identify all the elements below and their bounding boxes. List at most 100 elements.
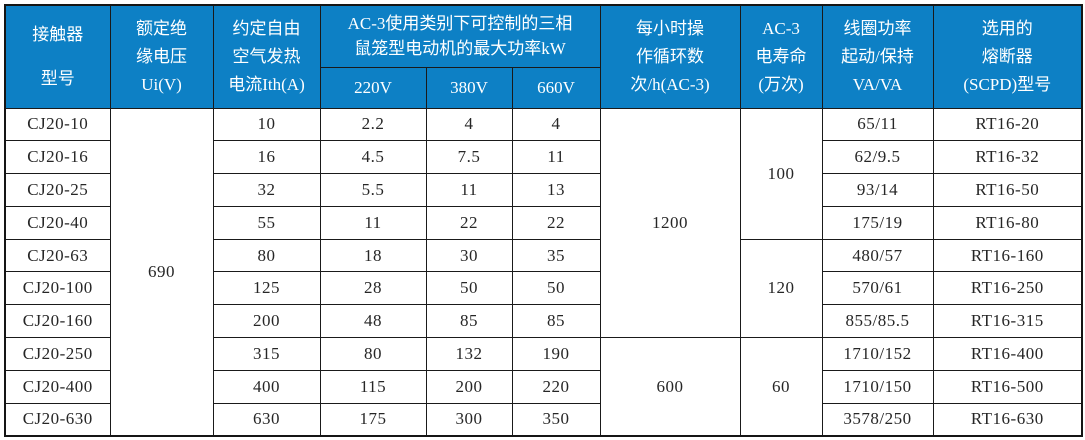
ith-cell: 630 xyxy=(212,402,321,437)
kw660-cell: 13 xyxy=(511,173,601,207)
header-line: 接触器 xyxy=(32,24,84,44)
header-line: 次/h(AC-3) xyxy=(630,74,710,94)
ith-cell: 200 xyxy=(212,304,321,339)
ith-cell: 32 xyxy=(212,173,321,207)
header-line: 缘电压 xyxy=(136,46,187,66)
header-line: 空气发热 xyxy=(232,46,301,66)
fuse-cell: RT16-500 xyxy=(932,369,1083,404)
kw660-cell: 190 xyxy=(511,337,601,371)
header-line: (万次) xyxy=(758,74,804,94)
header-row-top: 接触器 型号 额定绝 缘电压 Ui(V) 约定自由 空气发热 电流Ith(A) … xyxy=(4,4,1083,109)
header-line: 电流Ith(A) xyxy=(228,74,305,94)
life-cell: 120 xyxy=(739,238,823,339)
header-coil-power: 线圈功率 起动/保持 VA/VA xyxy=(821,4,934,109)
header-line: 选用的 xyxy=(981,18,1033,38)
header-line: 线圈功率 xyxy=(843,18,912,38)
table-row: CJ20-10 690 10 2.2 4 4 1200 100 65/11 RT… xyxy=(4,107,1083,437)
table-row: CJ20-630 630 175 300 350 3578/250 RT16-6… xyxy=(4,402,1083,437)
life-cell: 60 xyxy=(739,337,823,437)
fuse-cell: RT16-50 xyxy=(932,173,1083,207)
header-fuse-type: 选用的 熔断器 (SCPD)型号 xyxy=(932,4,1083,109)
kw660-cell: 85 xyxy=(511,304,601,339)
header-line: 熔断器 xyxy=(981,46,1033,66)
ith-cell: 55 xyxy=(212,205,321,240)
kw660-cell: 4 xyxy=(511,107,601,142)
kw220-cell: 48 xyxy=(319,304,427,339)
model-cell: CJ20-10 xyxy=(4,107,111,142)
model-cell: CJ20-100 xyxy=(4,271,111,306)
header-row-sub: 220V 380V 660V xyxy=(5,66,1082,109)
kw660-cell: 11 xyxy=(511,140,601,175)
header-line: AC-3 xyxy=(762,18,800,38)
ith-cell: 315 xyxy=(212,337,321,371)
fuse-cell: RT16-80 xyxy=(932,205,1083,240)
ith-cell: 10 xyxy=(212,107,321,142)
cycles-cell: 1200 xyxy=(599,107,741,339)
header-line: 型号 xyxy=(40,68,75,88)
header-model: 接触器 型号 xyxy=(4,4,111,109)
model-cell: CJ20-63 xyxy=(4,238,111,273)
table-row: CJ20-63 80 18 30 35 120 480/57 RT16-160 xyxy=(4,238,1083,339)
kw380-cell: 132 xyxy=(425,337,513,371)
ith-cell: 400 xyxy=(212,369,321,404)
ith-cell: 125 xyxy=(212,271,321,306)
table-row: CJ20-160 200 48 85 85 855/85.5 RT16-315 xyxy=(4,304,1083,339)
coil-power-cell: 65/11 xyxy=(821,107,934,142)
header-line: 作循环数 xyxy=(636,46,705,66)
header-220v: 220V xyxy=(319,66,427,109)
table-row: CJ20-250 315 80 132 190 600 60 1710/152 … xyxy=(4,337,1083,437)
table-row: CJ20-400 400 115 200 220 1710/150 RT16-5… xyxy=(4,369,1083,404)
ith-cell: 16 xyxy=(212,140,321,175)
header-line: Ui(V) xyxy=(141,74,182,94)
model-cell: CJ20-250 xyxy=(4,337,111,371)
ui-voltage-cell: 690 xyxy=(109,107,214,437)
header-line: (SCPD)型号 xyxy=(963,74,1052,94)
kw220-cell: 11 xyxy=(319,205,427,240)
header-line: 每小时操 xyxy=(636,18,705,38)
table-row: CJ20-25 32 5.5 11 13 93/14 RT16-50 xyxy=(4,173,1083,207)
model-cell: CJ20-630 xyxy=(4,402,111,437)
table-body: CJ20-10 690 10 2.2 4 4 1200 100 65/11 RT… xyxy=(4,107,1083,437)
kw660-cell: 220 xyxy=(511,369,601,404)
header-380v: 380V xyxy=(425,66,513,109)
kw380-cell: 22 xyxy=(425,205,513,240)
kw220-cell: 115 xyxy=(319,369,427,404)
model-cell: CJ20-160 xyxy=(4,304,111,339)
kw220-cell: 4.5 xyxy=(319,140,427,175)
kw380-cell: 50 xyxy=(425,271,513,306)
header-insulation-voltage: 额定绝 缘电压 Ui(V) xyxy=(109,4,214,109)
header-line: VA/VA xyxy=(852,74,903,94)
coil-power-cell: 480/57 xyxy=(821,238,934,273)
coil-power-cell: 93/14 xyxy=(821,173,934,207)
header-line: AC-3使用类别下可控制的三相 xyxy=(347,14,573,34)
kw220-cell: 2.2 xyxy=(319,107,427,142)
kw220-cell: 18 xyxy=(319,238,427,273)
kw220-cell: 175 xyxy=(319,402,427,437)
model-cell: CJ20-400 xyxy=(4,369,111,404)
coil-power-cell: 3578/250 xyxy=(821,402,934,437)
header-660v: 660V xyxy=(511,66,601,109)
fuse-cell: RT16-630 xyxy=(932,402,1083,437)
fuse-cell: RT16-400 xyxy=(932,337,1083,371)
cycles-cell: 600 xyxy=(599,337,741,437)
model-cell: CJ20-25 xyxy=(4,173,111,207)
model-cell: CJ20-16 xyxy=(4,140,111,175)
kw220-cell: 5.5 xyxy=(319,173,427,207)
header-line: 约定自由 xyxy=(232,18,301,38)
kw380-cell: 7.5 xyxy=(425,140,513,175)
table-row: CJ20-16 16 4.5 7.5 11 62/9.5 RT16-32 xyxy=(4,140,1083,175)
header-thermal-current: 约定自由 空气发热 电流Ith(A) xyxy=(212,4,321,109)
table-row: CJ20-100 125 28 50 50 570/61 RT16-250 xyxy=(4,271,1083,306)
kw380-cell: 85 xyxy=(425,304,513,339)
kw660-cell: 50 xyxy=(511,271,601,306)
coil-power-cell: 570/61 xyxy=(821,271,934,306)
contactor-spec-table: 接触器 型号 额定绝 缘电压 Ui(V) 约定自由 空气发热 电流Ith(A) … xyxy=(4,4,1084,437)
header-line: 电寿命 xyxy=(755,46,807,66)
kw380-cell: 30 xyxy=(425,238,513,273)
kw660-cell: 35 xyxy=(511,238,601,273)
coil-power-cell: 1710/150 xyxy=(821,369,934,404)
kw380-cell: 300 xyxy=(425,402,513,437)
table-header: 接触器 型号 额定绝 缘电压 Ui(V) 约定自由 空气发热 电流Ith(A) … xyxy=(4,4,1083,109)
header-line: 起动/保持 xyxy=(841,46,914,66)
fuse-cell: RT16-250 xyxy=(932,271,1083,306)
